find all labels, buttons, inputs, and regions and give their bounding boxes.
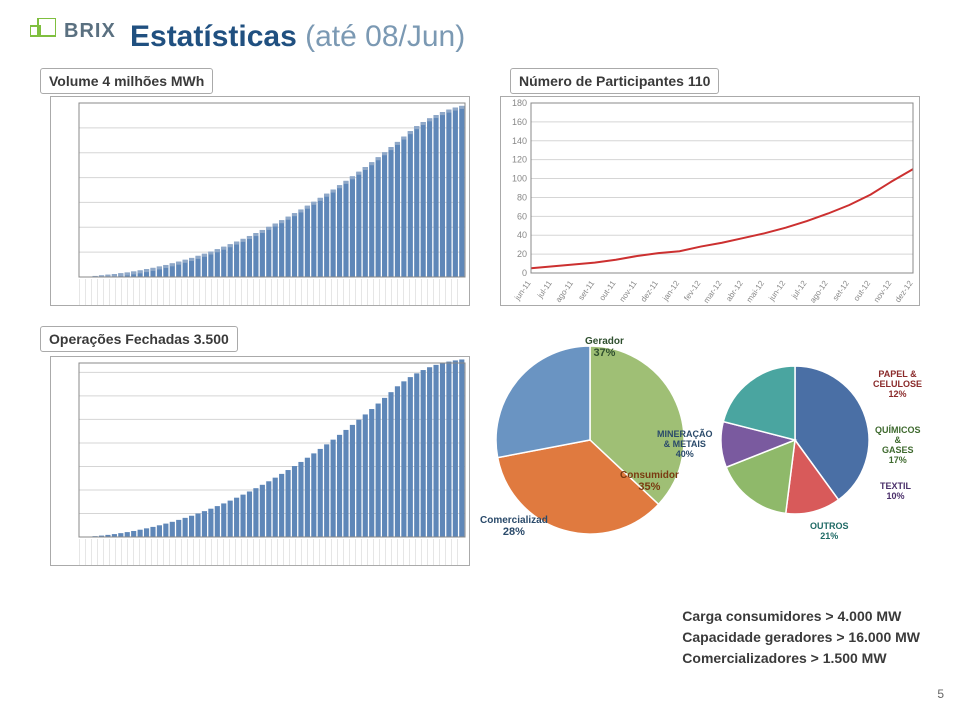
stat-geradores: Capacidade geradores > 16.000 MW (682, 627, 920, 648)
svg-text:180: 180 (512, 98, 527, 108)
page-number: 5 (937, 687, 944, 701)
logo: BRIX (30, 18, 116, 44)
svg-text:out-12: out-12 (852, 279, 873, 303)
svg-text:ago-11: ago-11 (554, 279, 576, 305)
svg-text:jan-12: jan-12 (660, 279, 681, 304)
svg-text:dez-12: dez-12 (893, 279, 915, 305)
svg-text:set-11: set-11 (577, 279, 597, 302)
svg-text:out-11: out-11 (597, 279, 617, 303)
svg-text:fev-12: fev-12 (682, 279, 702, 303)
operations-label: Operações Fechadas 3.500 (40, 326, 238, 352)
page-title: Estatísticas (até 08/Jun) (130, 20, 930, 54)
svg-text:set-12: set-12 (831, 279, 851, 303)
svg-text:ago-12: ago-12 (808, 279, 830, 305)
logo-icon (30, 18, 56, 44)
svg-text:jun-11: jun-11 (512, 279, 533, 303)
svg-text:abr-12: abr-12 (724, 279, 745, 304)
title-main: Estatísticas (130, 20, 297, 53)
svg-text:dez-11: dez-11 (639, 279, 660, 304)
svg-text:jun-12: jun-12 (767, 279, 788, 304)
operations-chart (50, 356, 470, 566)
participants-chart: 020406080100120140160180jun-11jul-11ago-… (500, 96, 920, 306)
title-sub: (até 08/Jun) (305, 20, 465, 53)
svg-text:80: 80 (517, 192, 527, 202)
svg-text:160: 160 (512, 117, 527, 127)
logo-text: BRIX (64, 20, 116, 43)
svg-text:20: 20 (517, 249, 527, 259)
svg-text:120: 120 (512, 155, 527, 165)
svg-text:nov-11: nov-11 (618, 279, 639, 304)
svg-text:jul-12: jul-12 (789, 279, 808, 301)
svg-text:40: 40 (517, 230, 527, 240)
pie-secondary: MINERAÇÃO& METAIS40%PAPEL &CELULOSE12%QU… (715, 360, 915, 560)
participants-label: Número de Participantes 110 (510, 68, 719, 94)
stats-block: Carga consumidores > 4.000 MW Capacidade… (682, 606, 920, 669)
volume-label: Volume 4 milhões MWh (40, 68, 213, 94)
svg-text:mar-12: mar-12 (702, 279, 724, 305)
svg-text:140: 140 (512, 136, 527, 146)
stat-comercializadores: Comercializadores > 1.500 MW (682, 648, 920, 669)
svg-text:nov-12: nov-12 (872, 279, 894, 305)
stat-consumidores: Carga consumidores > 4.000 MW (682, 606, 920, 627)
svg-text:60: 60 (517, 211, 527, 221)
svg-text:100: 100 (512, 174, 527, 184)
svg-text:0: 0 (522, 268, 527, 278)
svg-text:mai-12: mai-12 (745, 279, 767, 305)
volume-chart (50, 96, 470, 306)
svg-text:jul-11: jul-11 (535, 279, 554, 301)
